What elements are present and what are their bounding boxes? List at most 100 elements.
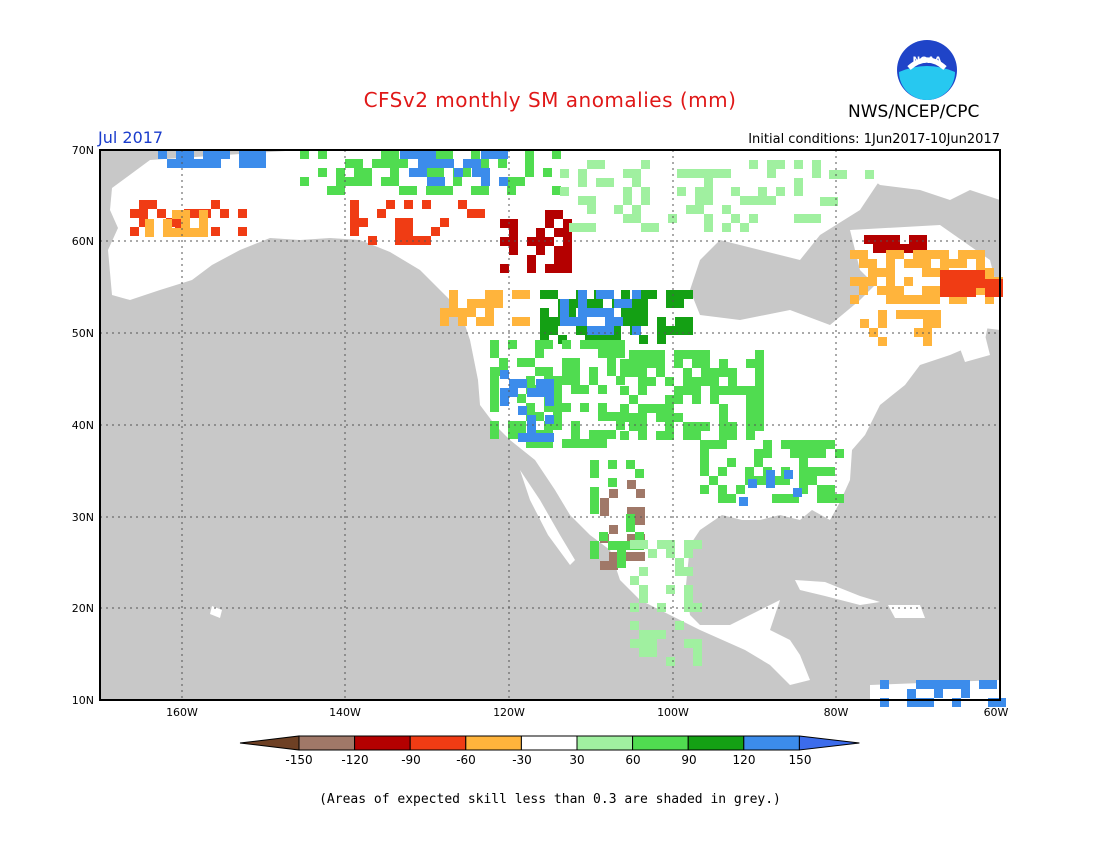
anomaly-cell xyxy=(985,295,994,304)
legend-tick: 150 xyxy=(789,753,812,767)
anomaly-cell xyxy=(850,295,859,304)
anomaly-cell xyxy=(934,689,943,698)
lon-label: 100W xyxy=(657,706,689,719)
anomaly-cell xyxy=(736,485,745,494)
anomaly-cell xyxy=(536,379,545,388)
anomaly-cell xyxy=(552,186,561,195)
anomaly-cell xyxy=(728,377,737,386)
anomaly-cell xyxy=(485,308,494,317)
anomaly-cell xyxy=(916,680,925,689)
anomaly-cell xyxy=(145,228,154,237)
anomaly-cell xyxy=(535,439,544,448)
anomaly-cell xyxy=(600,498,609,507)
anomaly-cell xyxy=(666,540,675,549)
anomaly-cell xyxy=(616,376,625,385)
anomaly-cell xyxy=(399,186,408,195)
anomaly-cell xyxy=(803,214,812,223)
anomaly-cell xyxy=(686,169,695,178)
anomaly-cell xyxy=(918,235,927,244)
anomaly-cell xyxy=(395,236,404,245)
anomaly-cell xyxy=(623,187,632,196)
anomaly-cell xyxy=(790,440,799,449)
anomaly-cell xyxy=(607,349,616,358)
anomaly-cell xyxy=(630,576,639,585)
anomaly-cell xyxy=(509,246,518,255)
anomaly-cell xyxy=(525,168,534,177)
anomaly-cell xyxy=(139,200,148,209)
anomaly-cell xyxy=(656,359,665,368)
anomaly-cell xyxy=(719,359,728,368)
anomaly-cell xyxy=(354,177,363,186)
anomaly-cell xyxy=(766,479,775,488)
anomaly-cell xyxy=(949,288,958,297)
anomaly-cell xyxy=(985,268,994,277)
anomaly-cell xyxy=(710,386,719,395)
anomaly-cell xyxy=(638,431,647,440)
anomaly-cell xyxy=(632,326,641,335)
anomaly-cell xyxy=(728,431,737,440)
anomaly-cell xyxy=(985,288,994,297)
anomaly-cell xyxy=(589,376,598,385)
anomaly-cell xyxy=(536,388,545,397)
anomaly-cell xyxy=(395,227,404,236)
anomaly-cell xyxy=(427,150,436,159)
anomaly-cell xyxy=(695,169,704,178)
anomaly-cell xyxy=(665,413,674,422)
anomaly-cell xyxy=(639,335,648,344)
anomaly-cell xyxy=(859,259,868,268)
anomaly-cell xyxy=(635,469,644,478)
anomaly-cell xyxy=(563,228,572,237)
anomaly-cell xyxy=(422,236,431,245)
anomaly-cell xyxy=(700,458,709,467)
anomaly-cell xyxy=(758,187,767,196)
anomaly-cell xyxy=(835,494,844,503)
legend-color-boxes xyxy=(239,735,860,751)
anomaly-cell xyxy=(587,205,596,214)
anomaly-cell xyxy=(639,594,648,603)
anomaly-cell xyxy=(755,413,764,422)
anomaly-cell xyxy=(718,440,727,449)
anomaly-cell xyxy=(467,299,476,308)
anomaly-cell xyxy=(248,159,257,168)
anomaly-cell xyxy=(868,268,877,277)
anomaly-cell xyxy=(605,290,614,299)
anomaly-cell xyxy=(695,205,704,214)
anomaly-cell xyxy=(560,317,569,326)
anomaly-cell xyxy=(746,359,755,368)
anomaly-cell xyxy=(578,290,587,299)
anomaly-cell xyxy=(701,359,710,368)
anomaly-cell xyxy=(922,295,931,304)
anomaly-cell xyxy=(904,277,913,286)
anomaly-cell xyxy=(490,349,499,358)
anomaly-cell xyxy=(458,200,467,209)
anomaly-cell xyxy=(607,358,616,367)
anomaly-cell xyxy=(607,367,616,376)
anomaly-cell xyxy=(880,680,889,689)
anomaly-cell xyxy=(554,255,563,264)
anomaly-cell xyxy=(997,698,1006,707)
anomaly-cell xyxy=(578,178,587,187)
anomaly-cell xyxy=(638,386,647,395)
anomaly-cell xyxy=(623,214,632,223)
anomaly-cell xyxy=(481,150,490,159)
anomaly-cell xyxy=(657,540,666,549)
map-figure: 70N 60N 50N 40N 30N 20N 10N 160W 140W 12… xyxy=(72,144,1009,719)
anomaly-cell xyxy=(526,376,535,385)
anomaly-cell xyxy=(817,449,826,458)
anomaly-cell xyxy=(922,268,931,277)
anomaly-cell xyxy=(449,290,458,299)
anomaly-cell xyxy=(704,196,713,205)
anomaly-cell xyxy=(859,277,868,286)
anomaly-cell xyxy=(587,326,596,335)
legend-tick-labels: -150 -120 -90 -60 -30 30 60 90 120 150 xyxy=(285,753,811,767)
anomaly-cell xyxy=(578,299,587,308)
anomaly-cell xyxy=(545,415,554,424)
anomaly-cell xyxy=(923,337,932,346)
anomaly-cell xyxy=(612,326,621,335)
anomaly-cell xyxy=(638,422,647,431)
legend-color-box xyxy=(743,735,800,751)
anomaly-cell xyxy=(535,349,544,358)
anomaly-cell xyxy=(545,210,554,219)
anomaly-cell xyxy=(722,169,731,178)
anomaly-cell xyxy=(860,319,869,328)
